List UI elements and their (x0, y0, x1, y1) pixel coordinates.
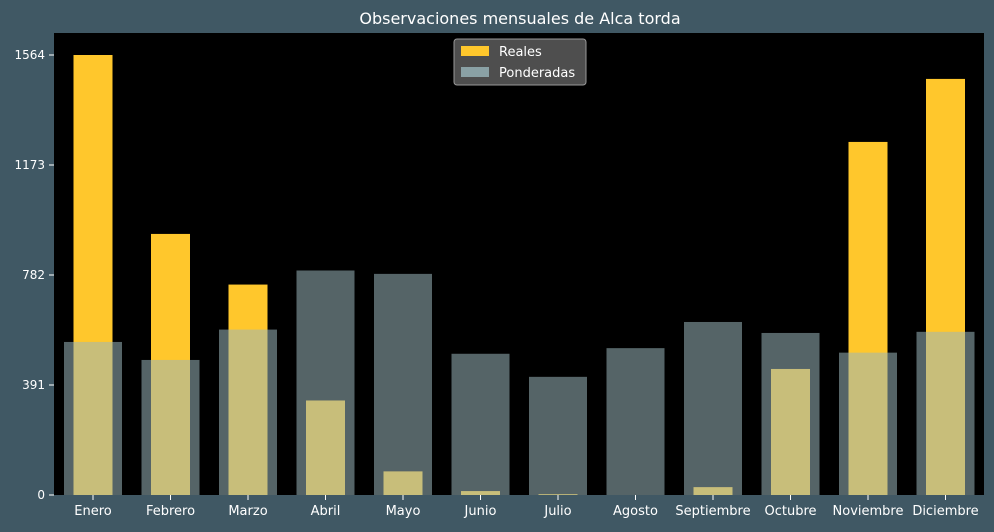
bar-ponderadas-enero (64, 341, 122, 495)
y-tick-label: 0 (37, 488, 45, 502)
x-tick-label: Septiembre (675, 504, 750, 519)
y-tick-label: 782 (22, 268, 45, 282)
x-tick-label: Diciembre (912, 504, 978, 519)
bar-ponderadas-agosto (606, 348, 665, 495)
plot-background (54, 33, 984, 495)
x-tick-label: Octubre (764, 504, 816, 519)
x-tick-label: Julio (543, 504, 571, 519)
x-tick-label: Febrero (146, 504, 195, 519)
bar-ponderadas-julio (529, 376, 587, 495)
x-tick-label: Agosto (613, 504, 658, 519)
x-tick-label: Junio (464, 504, 497, 519)
bar-ponderadas-marzo (219, 329, 277, 495)
bar-ponderadas-febrero (141, 359, 200, 495)
bar-ponderadas-junio (451, 353, 510, 495)
bar-ponderadas-octubre (761, 332, 820, 495)
bar-ponderadas-abril (296, 270, 355, 495)
x-tick-label: Enero (74, 504, 112, 519)
bar-ponderadas-diciembre (916, 331, 975, 495)
y-tick-label: 1173 (14, 158, 45, 172)
legend-label-reales: Reales (499, 45, 542, 60)
legend-swatch-reales (461, 46, 489, 56)
y-tick-label: 1564 (14, 48, 45, 62)
legend-label-ponderadas: Ponderadas (499, 66, 575, 81)
x-tick-label: Abril (311, 504, 341, 519)
bar-ponderadas-septiembre (684, 321, 742, 495)
y-tick-label: 391 (22, 378, 45, 392)
chart-title: Observaciones mensuales de Alca torda (359, 9, 680, 28)
x-tick-label: Marzo (228, 504, 267, 519)
bar-ponderadas-noviembre (839, 352, 897, 495)
x-tick-label: Noviembre (833, 504, 904, 519)
bar-ponderadas-mayo (374, 273, 432, 495)
axes: 0 391 782 1173 1564 Enero Febrero Marzo Abril May… (14, 48, 978, 519)
x-tick-label: Mayo (386, 504, 421, 519)
legend: Reales Ponderadas (453, 38, 587, 86)
legend-swatch-ponderadas (461, 67, 489, 77)
bars-ponderadas (64, 270, 975, 495)
